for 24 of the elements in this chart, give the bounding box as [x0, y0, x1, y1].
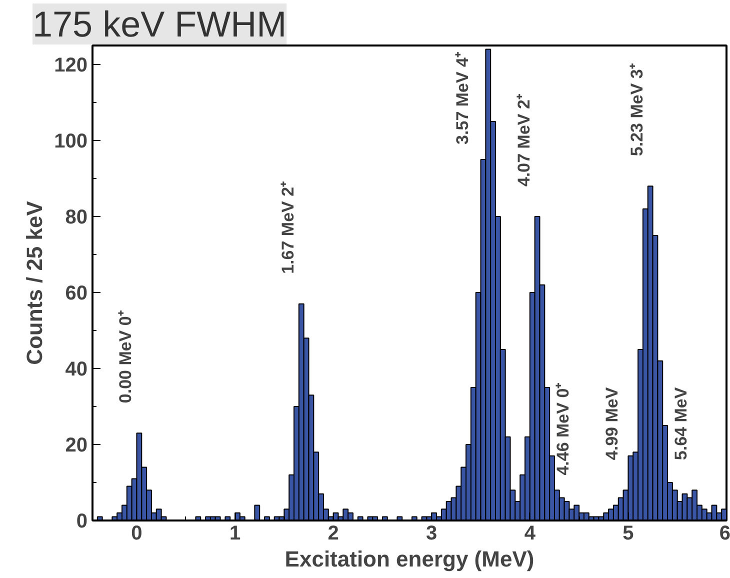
annotation: 1.67 MeV 2⁺: [278, 180, 298, 274]
y-tick-label: 60: [65, 282, 88, 304]
x-tick-label: 6: [719, 522, 730, 544]
y-tick-label: 20: [65, 434, 88, 456]
x-tick-label: 4: [524, 522, 536, 544]
text: 175 keV FWHM: [32, 4, 287, 44]
x-tick-label: 5: [622, 522, 634, 544]
y-tick-label: 100: [54, 130, 88, 152]
annotation: 5.64 MeV: [672, 386, 691, 460]
x-tick-label: 0: [131, 522, 142, 544]
x-tick-label: 3: [426, 522, 438, 544]
y-tick-label: 120: [54, 54, 88, 76]
annotation: 4.07 MeV 2⁺: [514, 94, 534, 186]
annotation: 5.23 MeV 3⁺: [627, 63, 646, 156]
y-axis-title: Counts / 25 keV: [22, 200, 48, 365]
y-tick-label: 40: [65, 358, 88, 380]
annotation: 4.46 MeV 0⁺: [554, 382, 573, 476]
annotation: 0.00 MeV 0⁺: [116, 310, 136, 404]
annotation: 3.57 MeV 4⁺: [453, 51, 472, 144]
y-tick-label: 80: [65, 206, 88, 228]
x-axis-title: Excitation energy (MeV): [284, 546, 534, 572]
x-tick-label: 1: [229, 522, 241, 544]
annotation: 4.99 MeV: [602, 386, 622, 460]
x-tick-label: 2: [328, 522, 339, 544]
